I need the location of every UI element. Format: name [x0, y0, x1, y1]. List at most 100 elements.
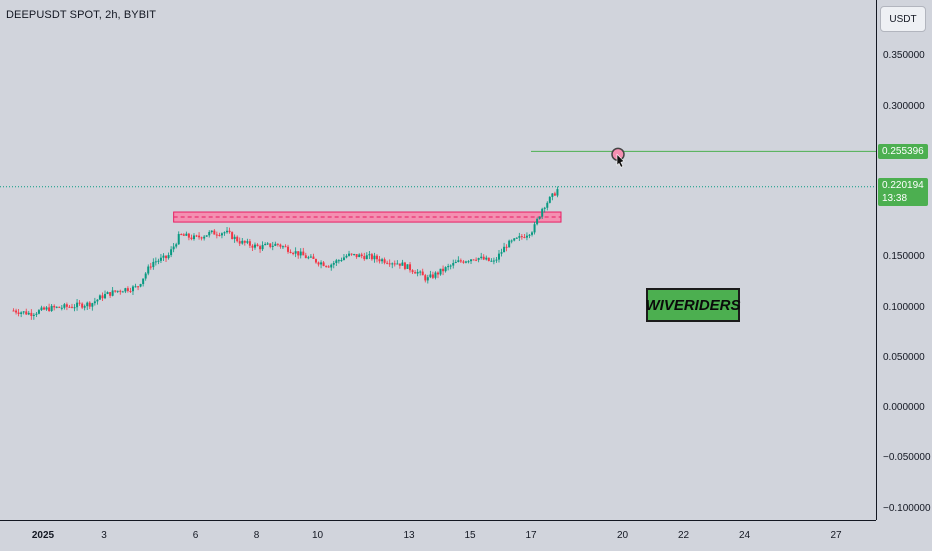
candle-body: [251, 245, 254, 248]
candle-body: [335, 260, 338, 264]
candle-body: [109, 292, 112, 296]
candle-body: [231, 232, 234, 239]
candle-body: [20, 312, 23, 314]
candle-body: [137, 286, 140, 288]
time-tick-label: 20: [616, 530, 629, 541]
candle-body: [381, 259, 384, 262]
candle-body: [373, 255, 376, 260]
candle-body: [452, 262, 455, 266]
candle-body: [434, 272, 437, 278]
candle-body: [50, 305, 53, 311]
time-tick-label: 10: [311, 530, 324, 541]
candle-body: [342, 257, 345, 261]
candle-body: [96, 299, 99, 302]
candle-body: [327, 266, 330, 268]
candle-body: [121, 291, 124, 293]
candle-body: [510, 240, 513, 242]
time-tick-label: 3: [101, 530, 107, 541]
candle-body: [91, 303, 94, 307]
candle-body: [25, 311, 28, 315]
candle-body: [495, 259, 498, 261]
candle-body: [444, 267, 447, 272]
candle-body: [213, 230, 216, 235]
candle-body: [154, 261, 157, 263]
chart-plot-area[interactable]: DEEPUSDT SPOT, 2h, BYBIT WIVERIDERS: [0, 0, 876, 520]
candle-body: [459, 260, 462, 262]
candle-body: [424, 275, 427, 281]
candle-body: [279, 244, 282, 247]
candle-body: [27, 312, 30, 315]
candle-body: [386, 262, 389, 264]
candle-body: [170, 249, 173, 256]
candle-body: [233, 236, 236, 239]
candle-body: [487, 257, 490, 261]
candle-body: [538, 216, 541, 219]
candle-body: [340, 260, 343, 262]
candle-body: [345, 255, 348, 258]
candle-body: [353, 254, 356, 256]
candle-body: [238, 241, 241, 244]
time-tick-label: 27: [830, 530, 842, 541]
candle-body: [370, 254, 373, 260]
candle-body: [58, 306, 61, 308]
candle-body: [551, 193, 554, 197]
time-tick-label: 15: [464, 530, 476, 541]
candle-body: [536, 218, 539, 225]
candle-body: [439, 268, 442, 275]
time-tick-label: 17: [525, 530, 537, 541]
levels-layer: [0, 147, 876, 188]
candle-body: [525, 235, 528, 238]
price-axis[interactable]: [876, 0, 932, 520]
candle-body: [45, 307, 48, 310]
candle-body: [167, 255, 170, 259]
price-tick-label: −0.050000: [883, 452, 931, 464]
candle-body: [284, 246, 287, 248]
candle-body: [365, 255, 368, 260]
candle-body: [269, 243, 272, 247]
candle-body: [312, 256, 315, 260]
candle-body: [30, 312, 33, 316]
candle-body: [348, 253, 351, 256]
candle-body: [116, 290, 119, 292]
candle-body: [515, 237, 518, 239]
candle-body: [449, 265, 452, 267]
price-tick-label: −0.100000: [883, 502, 931, 514]
candle-body: [190, 237, 193, 240]
resistance-zone-layer: [173, 211, 562, 223]
candlestick-chart[interactable]: [0, 0, 876, 520]
candle-body: [114, 290, 117, 292]
candle-body: [228, 230, 231, 233]
candle-body: [78, 302, 81, 304]
candle-body: [490, 260, 493, 262]
currency-unit-button[interactable]: USDT: [880, 6, 926, 32]
candle-body: [429, 274, 432, 278]
candle-body: [406, 264, 409, 269]
candle-body: [104, 293, 107, 299]
candle-body: [81, 303, 84, 308]
time-tick-label: 13: [403, 530, 415, 541]
candle-body: [292, 252, 295, 254]
candle-body: [175, 244, 178, 247]
candle-body: [419, 271, 422, 273]
candle-body: [63, 304, 66, 308]
candle-body: [40, 307, 43, 311]
candle-body: [236, 236, 239, 242]
candle-body: [266, 243, 269, 245]
candle-body: [86, 302, 89, 307]
candle-body: [195, 235, 198, 237]
candle-body: [246, 241, 249, 243]
candle-body: [253, 244, 256, 248]
candle-body: [337, 260, 340, 262]
candle-body: [518, 236, 521, 238]
candle-body: [172, 246, 175, 250]
candle-body: [467, 261, 470, 263]
candle-body: [276, 243, 279, 245]
time-axis[interactable]: [0, 520, 876, 551]
candle-body: [485, 257, 488, 260]
price-tick-label: 0.050000: [883, 351, 925, 363]
candle-body: [65, 304, 68, 307]
candle-body: [457, 260, 460, 262]
candle-body: [248, 241, 251, 246]
candle-body: [152, 261, 155, 268]
bar-countdown: 13:38: [882, 193, 908, 204]
